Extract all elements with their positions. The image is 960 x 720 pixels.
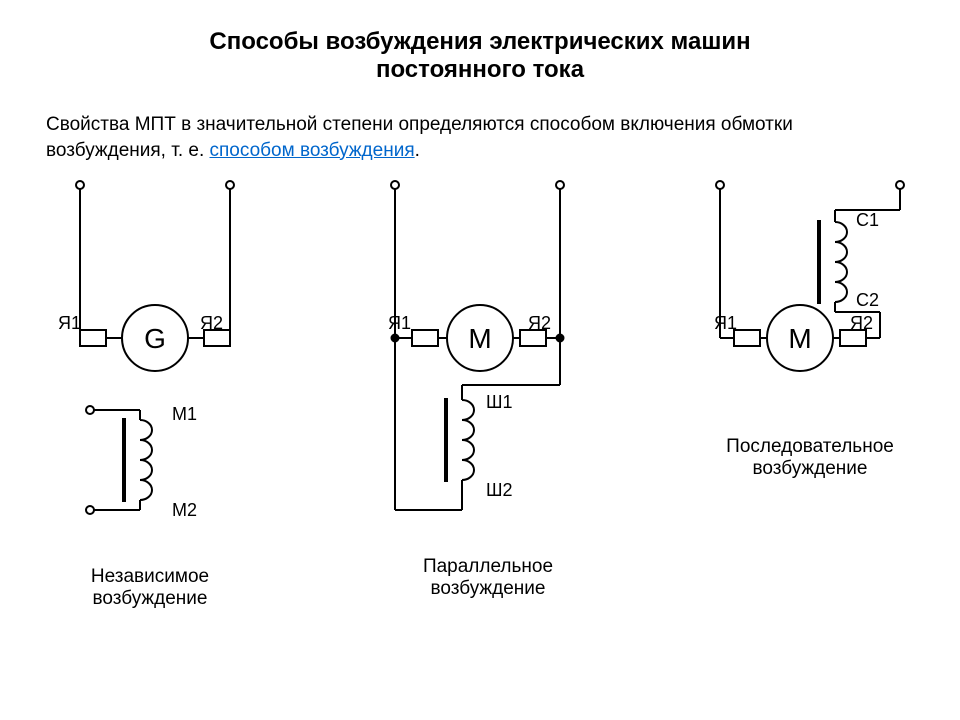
d3-coil-bottom: С2 [856, 290, 879, 311]
d2-coil-bottom: Ш2 [486, 480, 513, 501]
d2-right-terminal: Я2 [528, 313, 551, 334]
d1-coil-bottom: М2 [172, 500, 197, 521]
d3-coil-top: С1 [856, 210, 879, 231]
caption-1: Независимое возбуждение [60, 566, 240, 610]
caption-2: Параллельное возбуждение [388, 556, 588, 600]
d2-left-terminal: Я1 [388, 313, 411, 334]
circuit-diagrams: G M M [0, 0, 960, 720]
d2-coil-top: Ш1 [486, 392, 513, 413]
caption-3: Последовательное возбуждение [700, 436, 920, 480]
d1-coil-top: М1 [172, 404, 197, 425]
d1-right-terminal: Я2 [200, 313, 223, 334]
machine-letter-2: M [468, 323, 491, 354]
d3-left-terminal: Я1 [714, 313, 737, 334]
machine-letter-3: M [788, 323, 811, 354]
d3-right-terminal: Я2 [850, 313, 873, 334]
machine-letter-1: G [144, 323, 166, 354]
d1-left-terminal: Я1 [58, 313, 81, 334]
